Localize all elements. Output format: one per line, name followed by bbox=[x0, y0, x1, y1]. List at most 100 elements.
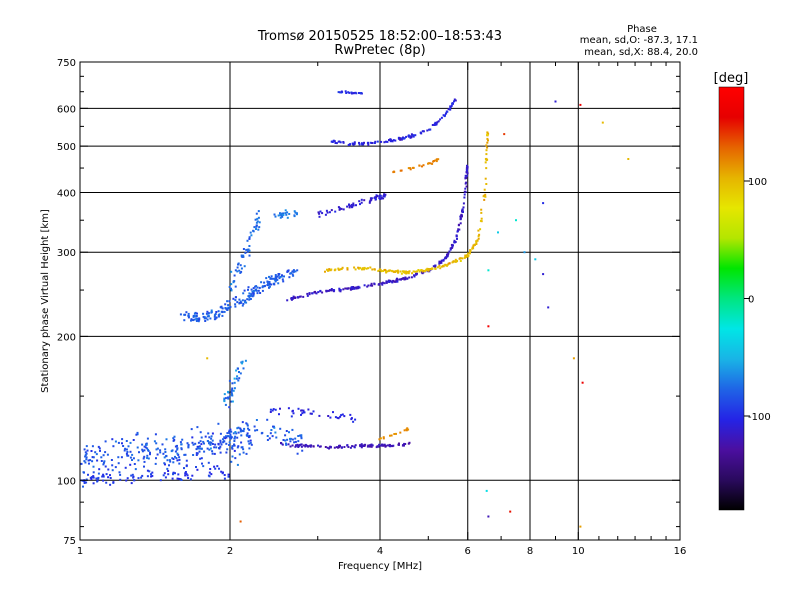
scatter-point bbox=[300, 434, 303, 437]
scatter-point bbox=[150, 475, 153, 478]
scatter-point bbox=[298, 295, 301, 298]
scatter-point bbox=[230, 289, 233, 292]
sparse-point bbox=[547, 306, 550, 309]
sparse-point bbox=[497, 231, 499, 234]
scatter-point bbox=[399, 270, 402, 273]
y-tick-label: 400 bbox=[57, 188, 76, 199]
scatter-point bbox=[231, 387, 234, 390]
colorbar-tick-label: -100 bbox=[748, 412, 771, 423]
scatter-point bbox=[288, 276, 291, 279]
scatter-point bbox=[297, 446, 300, 448]
scatter-point bbox=[112, 445, 115, 448]
scatter-point bbox=[164, 448, 167, 451]
scatter-point bbox=[223, 400, 226, 403]
scatter-point bbox=[294, 440, 297, 443]
scatter-point bbox=[378, 443, 381, 446]
scatter-point bbox=[346, 444, 349, 447]
scatter-point bbox=[231, 382, 234, 385]
scatter-point bbox=[403, 278, 406, 281]
scatter-point bbox=[342, 141, 345, 143]
scatter-point bbox=[334, 210, 337, 213]
scatter-point bbox=[202, 440, 205, 443]
scatter-point bbox=[338, 140, 341, 143]
scatter-point bbox=[369, 284, 372, 287]
scatter-point bbox=[234, 457, 237, 460]
scatter-point bbox=[297, 407, 300, 410]
scatter-point bbox=[224, 303, 227, 306]
scatter-point bbox=[178, 456, 181, 459]
scatter-point bbox=[175, 457, 178, 460]
scatter-point bbox=[180, 479, 183, 481]
scatter-point bbox=[386, 270, 389, 273]
scatter-point bbox=[369, 444, 372, 447]
scatter-point bbox=[230, 391, 233, 394]
scatter-point bbox=[359, 92, 362, 94]
scatter-point bbox=[477, 237, 480, 240]
scatter-point bbox=[257, 210, 260, 213]
scatter-point bbox=[186, 442, 189, 445]
scatter-point bbox=[166, 459, 169, 462]
scatter-point bbox=[389, 445, 392, 448]
scatter-point bbox=[187, 443, 190, 446]
scatter-point bbox=[254, 218, 257, 221]
scatter-point bbox=[282, 439, 285, 441]
scatter-point bbox=[136, 433, 139, 436]
scatter-point bbox=[191, 441, 194, 444]
scatter-point bbox=[448, 250, 451, 253]
sparse-point bbox=[509, 510, 512, 513]
scatter-point bbox=[370, 198, 373, 201]
scatter-point bbox=[255, 212, 258, 215]
scatter-point bbox=[171, 477, 174, 480]
scatter-point bbox=[447, 262, 450, 265]
scatter-point bbox=[240, 441, 243, 444]
scatter-point bbox=[228, 435, 231, 438]
scatter-point bbox=[405, 429, 408, 432]
scatter-point bbox=[392, 139, 395, 142]
scatter-point bbox=[261, 286, 264, 289]
scatter-point bbox=[461, 257, 464, 260]
scatter-point bbox=[407, 442, 410, 445]
scatter-point bbox=[159, 479, 162, 482]
scatter-point bbox=[395, 278, 398, 281]
scatter-point bbox=[425, 268, 428, 271]
scatter-point bbox=[185, 464, 188, 467]
scatter-point bbox=[248, 442, 251, 445]
scatter-point bbox=[190, 318, 193, 321]
scatter-point bbox=[314, 290, 316, 293]
scatter-point bbox=[281, 215, 284, 218]
scatter-point bbox=[227, 475, 230, 478]
scatter-point bbox=[431, 267, 434, 270]
scatter-point bbox=[400, 272, 403, 275]
scatter-point bbox=[434, 264, 437, 267]
scatter-point bbox=[284, 212, 287, 215]
scatter-point bbox=[228, 444, 231, 446]
scatter-point bbox=[401, 137, 404, 140]
scatter-point bbox=[300, 435, 303, 438]
scatter-point bbox=[211, 432, 214, 435]
scatter-point bbox=[125, 448, 128, 451]
scatter-point bbox=[244, 301, 246, 304]
scatter-point bbox=[293, 441, 296, 444]
scatter-point bbox=[125, 440, 128, 442]
scatter-point bbox=[214, 313, 217, 315]
scatter-point bbox=[196, 468, 199, 471]
scatter-point bbox=[146, 447, 149, 450]
scatter-point bbox=[334, 416, 337, 419]
scatter-point bbox=[304, 443, 307, 446]
scatter-point bbox=[234, 431, 237, 433]
scatter-point bbox=[449, 105, 452, 108]
scatter-point bbox=[410, 136, 413, 139]
scatter-point bbox=[231, 455, 234, 458]
scatter-point bbox=[348, 205, 351, 207]
y-tick-label: 200 bbox=[57, 332, 76, 343]
scatter-point bbox=[280, 212, 283, 215]
scatter-point bbox=[450, 247, 453, 249]
scatter-point bbox=[259, 292, 262, 294]
scatter-point bbox=[159, 449, 162, 452]
sparse-point bbox=[579, 525, 582, 528]
scatter-point bbox=[230, 436, 233, 439]
sparse-point bbox=[523, 251, 526, 254]
scatter-point bbox=[289, 437, 291, 440]
scatter-point bbox=[279, 275, 282, 278]
scatter-point bbox=[148, 470, 151, 473]
